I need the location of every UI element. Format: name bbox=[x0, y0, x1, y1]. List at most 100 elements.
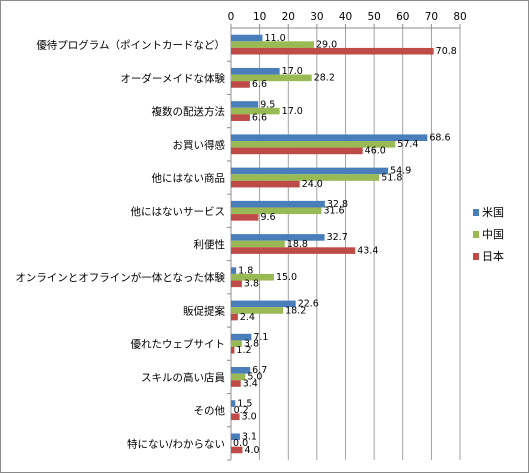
data-label: 0.2 bbox=[234, 405, 249, 416]
category-label: その他 bbox=[194, 404, 226, 417]
bar bbox=[231, 380, 241, 387]
bar bbox=[231, 300, 296, 308]
data-label: 3.8 bbox=[244, 338, 259, 349]
bar bbox=[231, 174, 380, 181]
bar bbox=[231, 114, 250, 121]
bar bbox=[231, 433, 240, 441]
data-label: 3.8 bbox=[244, 279, 259, 290]
legend-swatch bbox=[473, 209, 479, 216]
bar bbox=[231, 273, 274, 281]
data-label: 51.8 bbox=[381, 172, 402, 183]
data-label: 9.6 bbox=[260, 212, 275, 223]
data-label: 0.0 bbox=[233, 438, 248, 449]
legend-label: 米国 bbox=[482, 206, 504, 219]
bar bbox=[231, 313, 238, 321]
category-label: オンラインとオフラインが一体となった体験 bbox=[15, 271, 225, 284]
data-label: 43.4 bbox=[357, 245, 378, 256]
x-tick-label: 20 bbox=[282, 11, 295, 23]
data-label: 70.8 bbox=[436, 46, 457, 57]
x-tick-label: 10 bbox=[253, 11, 266, 23]
bar bbox=[231, 141, 396, 148]
data-label: 24.0 bbox=[302, 179, 323, 190]
category-label: 他にはないサービス bbox=[131, 205, 226, 218]
bar bbox=[231, 214, 259, 221]
category-label: 複数の配送方法 bbox=[152, 105, 226, 118]
x-tick-label: 70 bbox=[425, 11, 438, 23]
bar bbox=[231, 367, 251, 374]
bar bbox=[231, 47, 434, 55]
data-label: 6.6 bbox=[252, 112, 267, 123]
legend-swatch bbox=[473, 231, 479, 238]
data-label: 7.1 bbox=[253, 332, 268, 343]
data-label: 31.6 bbox=[323, 206, 344, 217]
bar bbox=[231, 280, 242, 288]
x-tick-label: 0 bbox=[228, 11, 235, 23]
bar bbox=[231, 74, 312, 82]
legend-label: 中国 bbox=[482, 228, 504, 241]
data-label: 11.0 bbox=[264, 33, 285, 44]
data-label: 1.2 bbox=[236, 345, 251, 356]
bar bbox=[231, 400, 236, 407]
x-tick-label: 50 bbox=[367, 11, 380, 23]
bar bbox=[231, 340, 242, 347]
data-label: 5.0 bbox=[247, 372, 262, 383]
data-label: 22.6 bbox=[298, 299, 319, 310]
data-label: 28.2 bbox=[314, 73, 335, 84]
data-label: 9.5 bbox=[260, 99, 275, 110]
bar bbox=[231, 240, 285, 248]
category-label: お買い得感 bbox=[173, 138, 226, 151]
bar bbox=[231, 107, 280, 115]
data-label: 1.5 bbox=[237, 398, 252, 409]
bar bbox=[231, 346, 235, 354]
data-label: 32.8 bbox=[327, 199, 348, 210]
x-tick-label: 60 bbox=[396, 11, 409, 23]
bar bbox=[231, 333, 252, 341]
bar bbox=[231, 406, 232, 414]
data-label: 6.7 bbox=[252, 365, 267, 376]
bar bbox=[231, 373, 246, 381]
bar bbox=[231, 134, 428, 142]
category-label: 優待プログラム（ポイントカードなど） bbox=[36, 39, 225, 52]
bar bbox=[231, 41, 315, 48]
bar bbox=[231, 307, 284, 314]
data-label: 6.6 bbox=[252, 79, 267, 90]
x-tick-label: 80 bbox=[453, 11, 466, 23]
bar bbox=[231, 267, 237, 274]
category-label: スキルの高い店員 bbox=[141, 371, 225, 384]
bar bbox=[231, 207, 322, 215]
data-label: 68.6 bbox=[429, 133, 450, 144]
data-label: 3.4 bbox=[243, 378, 258, 389]
data-label: 15.0 bbox=[276, 272, 297, 283]
category-label: 販促提案 bbox=[183, 304, 225, 317]
data-label: 57.4 bbox=[397, 139, 418, 150]
data-label: 54.9 bbox=[390, 166, 411, 177]
category-label: 他にはない商品 bbox=[152, 172, 226, 185]
bar bbox=[231, 247, 356, 254]
bar bbox=[231, 147, 363, 155]
bar bbox=[231, 180, 300, 188]
data-label: 46.0 bbox=[365, 146, 386, 157]
bar bbox=[231, 34, 263, 42]
data-label: 17.0 bbox=[282, 106, 303, 117]
bar bbox=[231, 167, 389, 175]
data-label: 4.0 bbox=[244, 445, 259, 456]
category-label: オーダーメイドな体験 bbox=[120, 72, 225, 85]
bar bbox=[231, 413, 240, 421]
category-label: 優れたウェブサイト bbox=[131, 338, 226, 351]
bar bbox=[231, 67, 280, 75]
legend-label: 日本 bbox=[482, 249, 504, 263]
x-tick-label: 30 bbox=[310, 11, 323, 23]
category-label: 特にない/わからない bbox=[127, 438, 225, 450]
data-label: 3.0 bbox=[242, 412, 257, 423]
data-label: 32.7 bbox=[327, 232, 348, 243]
legend-swatch bbox=[473, 253, 479, 260]
data-label: 2.4 bbox=[240, 312, 255, 323]
data-label: 1.8 bbox=[238, 265, 253, 276]
data-label: 18.8 bbox=[287, 239, 308, 250]
bar bbox=[231, 101, 259, 108]
bar bbox=[231, 446, 243, 454]
data-label: 3.1 bbox=[242, 432, 257, 443]
data-label: 29.0 bbox=[316, 39, 337, 50]
data-label: 18.2 bbox=[285, 305, 306, 316]
